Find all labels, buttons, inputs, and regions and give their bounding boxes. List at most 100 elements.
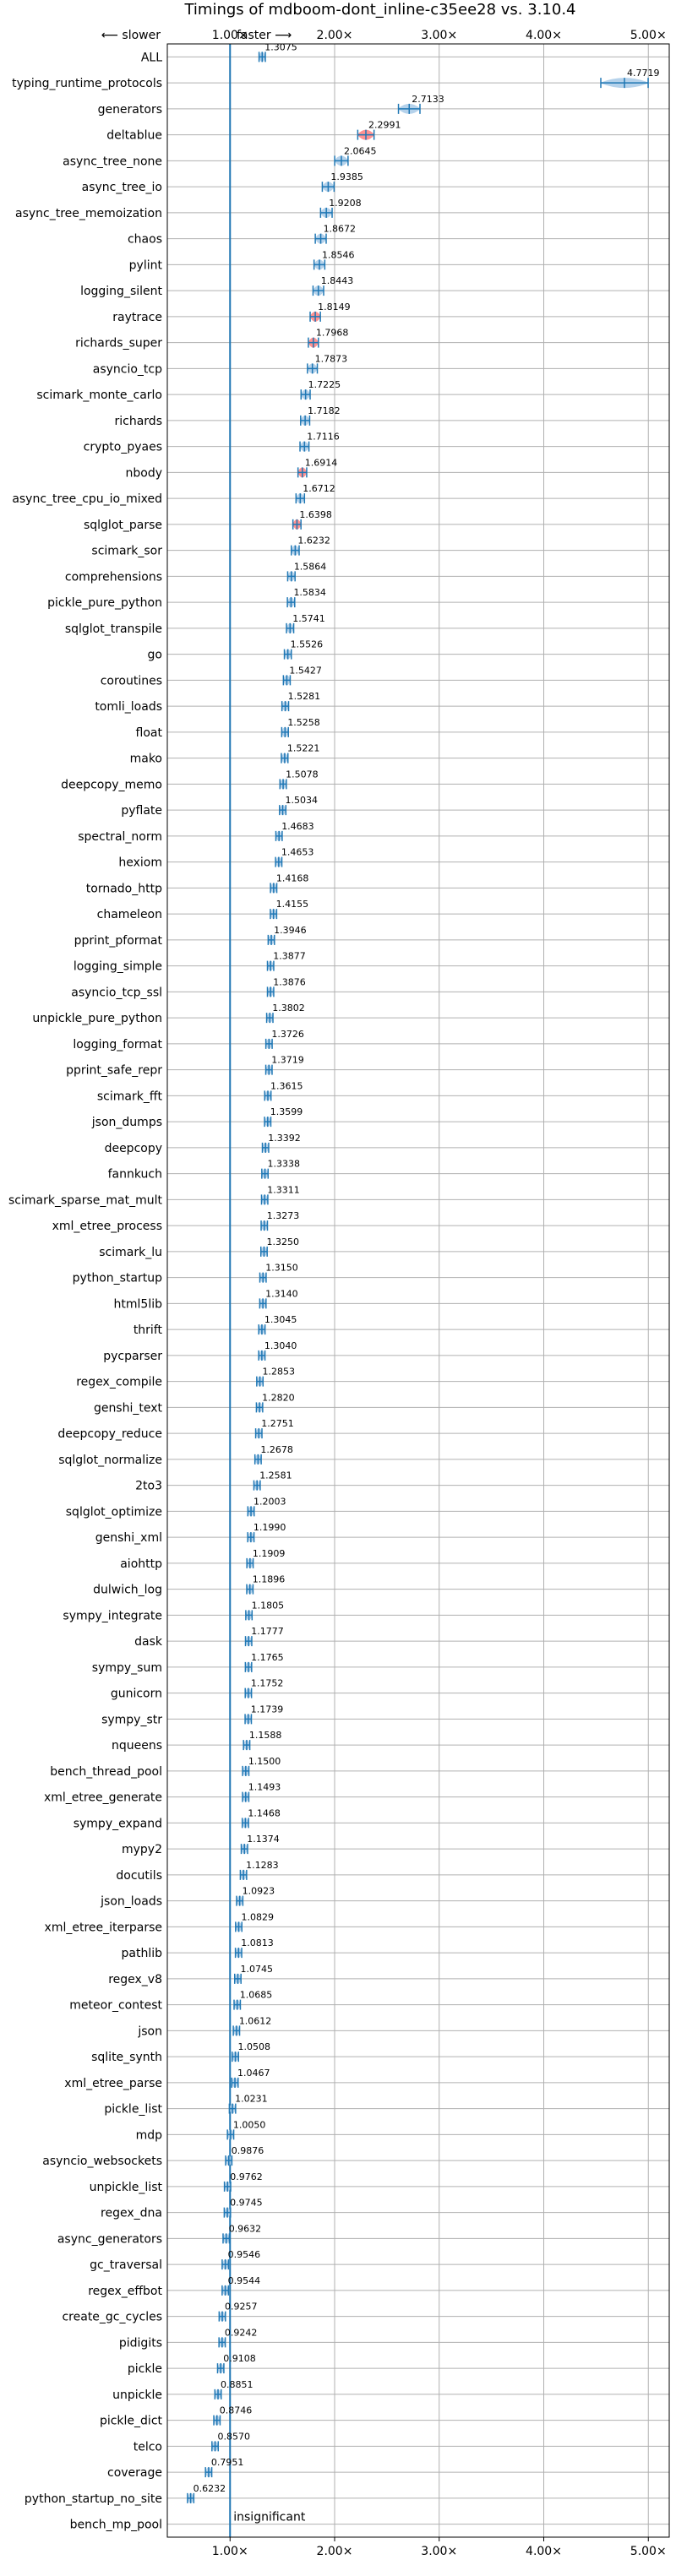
- benchmark-name: asyncio_tcp_ssl: [71, 986, 162, 999]
- benchmark-name: regex_v8: [108, 1973, 162, 1986]
- label-layer: ALL 1.3075 typing_runtime_protocols 4.7719 g…: [8, 41, 660, 2531]
- value-label: 1.1739: [251, 1704, 284, 1715]
- value-label: 0.8851: [221, 2379, 254, 2390]
- value-label: 1.5427: [289, 665, 322, 676]
- benchmark-name: pickle: [128, 2362, 162, 2376]
- chart-title: Timings of mdboom-dont_inline-c35ee28 vs…: [183, 1, 575, 19]
- benchmark-name: ALL: [141, 51, 162, 64]
- benchmark-name: 2to3: [135, 1480, 162, 1493]
- value-label: 1.7182: [308, 405, 341, 416]
- benchmark-name: html5lib: [114, 1297, 163, 1311]
- benchmark-name: regex_dna: [101, 2207, 162, 2220]
- value-label: 1.1909: [253, 1548, 286, 1559]
- benchmark-name: pylint: [129, 258, 163, 272]
- x-axis: 1.00× 1.00× 2.00× 2.00× 3.00× 3.00× 4.00× 4.00×…: [212, 29, 667, 2558]
- faster-direction-label: faster ⟶: [237, 29, 292, 42]
- benchmark-name: chameleon: [97, 908, 162, 921]
- value-label: 1.6712: [303, 483, 335, 494]
- benchmark-name: sympy_str: [101, 1713, 162, 1726]
- benchmark-name: scimark_monte_carlo: [36, 389, 162, 402]
- benchmark-name: thrift: [134, 1323, 163, 1337]
- benchmark-name: gunicorn: [111, 1687, 162, 1701]
- value-label: 0.9745: [230, 2198, 263, 2209]
- benchmark-name: crypto_pyaes: [84, 441, 162, 454]
- value-label: 1.8672: [324, 224, 357, 235]
- value-label: 1.0923: [243, 1886, 275, 1897]
- benchmark-name: chaos: [128, 233, 162, 247]
- slower-direction-label: ⟵ slower: [101, 29, 161, 42]
- value-label: 1.3273: [267, 1210, 300, 1221]
- value-label: 1.5221: [287, 743, 320, 754]
- value-label: 1.2003: [254, 1496, 286, 1507]
- benchmark-name: fannkuch: [108, 1168, 162, 1182]
- value-label: 1.5281: [288, 691, 321, 702]
- benchmark-name: unpickle_pure_python: [32, 1012, 162, 1025]
- benchmark-name: sympy_expand: [74, 1817, 162, 1830]
- benchmark-name: mdp: [136, 2128, 163, 2142]
- value-label: 1.0813: [241, 1937, 274, 1948]
- benchmark-name: xml_etree_generate: [44, 1791, 162, 1805]
- benchmark-name: pycparser: [103, 1350, 162, 1363]
- benchmark-name: coverage: [107, 2466, 162, 2480]
- value-label: 1.3140: [265, 1288, 298, 1299]
- benchmark-name: sympy_integrate: [63, 1609, 162, 1622]
- value-label: 1.4683: [281, 821, 314, 832]
- value-label: 1.0745: [240, 1964, 273, 1975]
- value-label: 1.3726: [271, 1029, 304, 1040]
- value-label: 0.9876: [232, 2145, 264, 2156]
- benchmark-name: dask: [134, 1635, 163, 1649]
- value-label: 0.8746: [220, 2405, 253, 2416]
- benchmark-name: logging_simple: [74, 960, 162, 974]
- value-label: 1.5034: [286, 795, 319, 806]
- x-top-tick-label: 2.00×: [317, 29, 353, 42]
- value-label: 0.7951: [211, 2457, 243, 2468]
- benchmark-name: pidigits: [119, 2336, 162, 2350]
- benchmark-name: bench_thread_pool: [50, 1765, 162, 1779]
- value-label: 1.9385: [330, 171, 363, 182]
- value-label: 1.4168: [276, 872, 309, 883]
- benchmark-name: regex_compile: [76, 1376, 162, 1389]
- benchmark-name: docutils: [116, 1869, 162, 1883]
- value-label: 1.2678: [260, 1444, 293, 1455]
- value-label: 1.1896: [253, 1574, 286, 1585]
- benchmark-name: xml_etree_parse: [64, 2077, 162, 2090]
- benchmark-name: deltablue: [106, 129, 162, 143]
- value-label: 1.8546: [322, 249, 355, 260]
- benchmark-name: nbody: [126, 466, 163, 480]
- value-label: 1.3250: [266, 1236, 299, 1247]
- insignificant-label: insignificant: [233, 2511, 306, 2524]
- value-label: 0.8570: [218, 2431, 251, 2442]
- benchmark-name: generators: [98, 103, 162, 117]
- value-label: 0.9257: [225, 2302, 258, 2312]
- benchmark-name: dulwich_log: [93, 1584, 162, 1597]
- x-top-tick-label: 1.00×: [212, 29, 248, 42]
- value-label: 1.3040: [264, 1340, 297, 1351]
- benchmark-name: pickle_dict: [100, 2415, 163, 2428]
- benchmark-name: xml_etree_process: [52, 1220, 162, 1233]
- value-label: 1.0829: [242, 1911, 275, 1922]
- benchmark-name: tomli_loads: [95, 700, 162, 714]
- x-tick-label: 4.00×: [526, 2545, 562, 2558]
- value-label: 1.3719: [271, 1055, 304, 1066]
- value-label: 1.2751: [261, 1418, 294, 1429]
- x-tick-label: 2.00×: [317, 2545, 353, 2558]
- benchmark-name: sympy_sum: [92, 1661, 162, 1675]
- benchmark-name: spectral_norm: [78, 830, 162, 844]
- benchmark-name: raytrace: [112, 311, 162, 324]
- benchmark-name: genshi_text: [94, 1401, 163, 1415]
- value-label: 1.8149: [318, 302, 351, 312]
- benchmark-name: logging_format: [73, 1038, 162, 1052]
- benchmark-name: sqlglot_parse: [84, 519, 162, 532]
- x-tick-label: 1.00×: [212, 2545, 248, 2558]
- value-label: 1.6232: [297, 535, 330, 546]
- benchmark-name: pyflate: [121, 804, 162, 818]
- benchmark-name: async_generators: [57, 2232, 162, 2246]
- benchmark-name: xml_etree_iterparse: [45, 1921, 162, 1934]
- value-label: 1.3802: [272, 1003, 305, 1014]
- violin-layer: [187, 52, 650, 2503]
- benchmark-name: meteor_contest: [69, 1999, 162, 2013]
- value-label: 1.3075: [264, 41, 297, 52]
- benchmark-name: unpickle: [112, 2389, 162, 2402]
- value-label: 1.3615: [270, 1080, 303, 1091]
- benchmark-name: deepcopy_reduce: [57, 1427, 162, 1441]
